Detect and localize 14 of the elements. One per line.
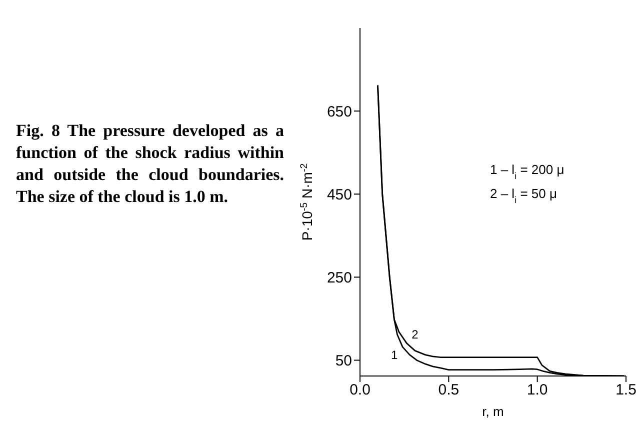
y-tick-label: 50 — [335, 352, 352, 370]
x-tick-label: 1.0 — [526, 382, 548, 399]
y-tick-label: 250 — [326, 269, 352, 286]
series-label: 1 — [390, 348, 398, 362]
text: Fig. 8 The pressure developed as a function of the shock radius within and outside the cloud boundaries. The size of the cloud is 1.0 m. — [16, 120, 284, 208]
x-tick-label: 1.5 — [616, 382, 636, 399]
x-tick-label: 0.0 — [350, 382, 370, 399]
y-tick-label: 650 — [326, 103, 352, 120]
annotation: 2 – l$_{i}$ = 50 μ — [490, 186, 557, 205]
annotation: 1 – l$_{i}$ = 200 μ — [490, 162, 564, 181]
x-tick-label: 0.5 — [438, 382, 460, 399]
series-label: 2 — [412, 328, 419, 342]
x-axis-title: r, m — [482, 404, 504, 419]
y-tick-label: 450 — [326, 186, 352, 204]
